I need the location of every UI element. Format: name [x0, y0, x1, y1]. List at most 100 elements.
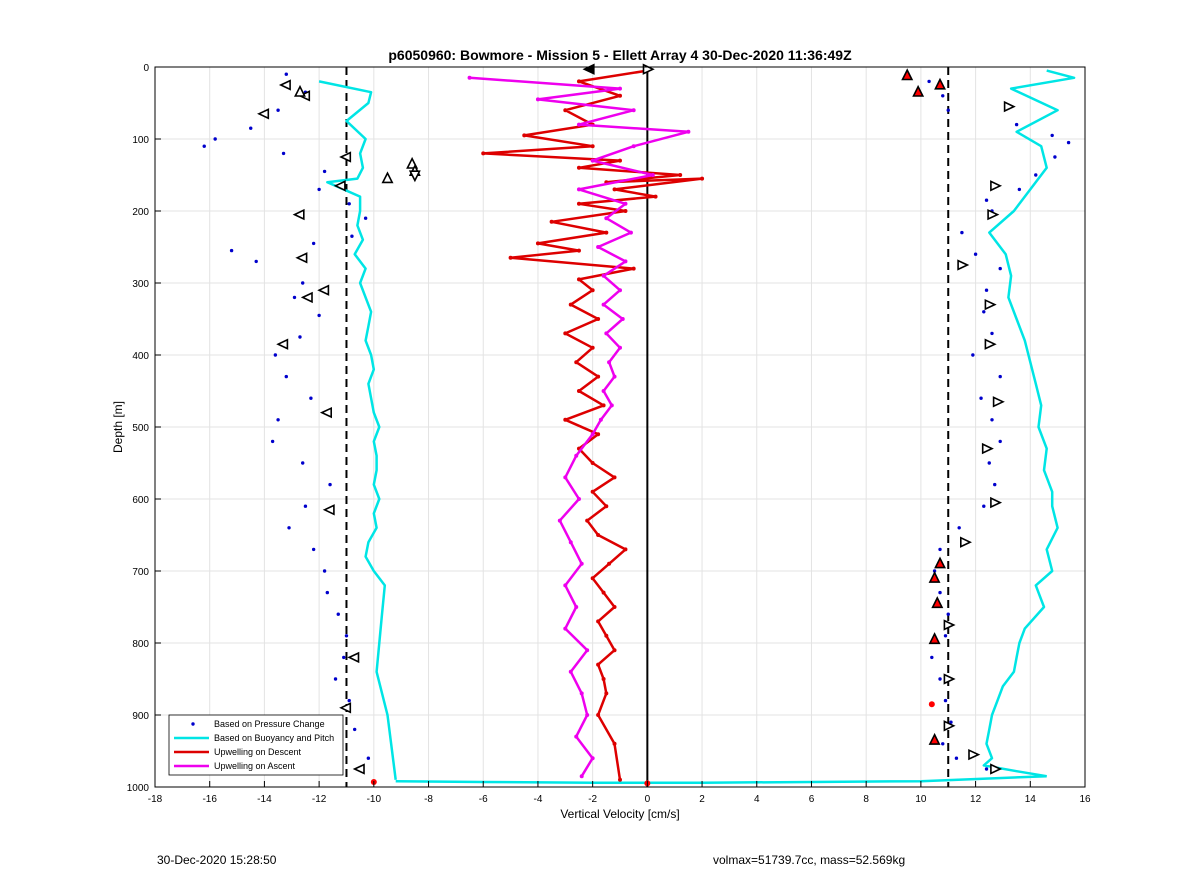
series-point	[563, 583, 568, 588]
pressure-point	[938, 547, 942, 552]
axis-ticks: -18 -16 -14 -12 -10 -8 -6 -4 -2 0 2 4 6 8 10 12 14 16 0 100…	[127, 63, 1091, 805]
pressure-point	[322, 169, 327, 174]
series-point	[590, 489, 595, 494]
series-point	[596, 533, 601, 537]
series-point	[563, 626, 568, 631]
series-point	[568, 302, 573, 307]
marker-triangle-right	[981, 442, 994, 455]
marker-triangle-left	[278, 79, 291, 91]
series-point	[601, 302, 606, 307]
series-point	[623, 547, 628, 552]
y-tick-label: 100	[132, 135, 149, 146]
pressure-point	[311, 547, 316, 552]
pressure-point	[303, 504, 308, 508]
marker-triangle-left	[292, 208, 305, 221]
pressure-point	[284, 72, 288, 76]
pressure-point	[941, 94, 945, 98]
series-point	[522, 133, 527, 138]
series-point	[618, 86, 622, 91]
marker-triangle-up	[381, 171, 394, 184]
marker-triangle-up	[934, 77, 947, 90]
x-tick-label: -12	[312, 794, 327, 805]
pressure-point	[333, 677, 338, 681]
pressure-point	[949, 720, 953, 724]
pressure-point	[301, 281, 305, 285]
pressure-point	[309, 396, 313, 400]
pressure-point	[287, 526, 291, 530]
marker-triangle-right	[992, 396, 1005, 408]
series-point	[620, 317, 625, 321]
marker-circle	[928, 701, 935, 708]
marker-triangle-right	[987, 208, 1000, 221]
legend-swatch	[191, 722, 195, 726]
pressure-point	[350, 234, 354, 238]
x-tick-label: 12	[970, 794, 982, 805]
pressure-point	[998, 374, 1002, 379]
x-tick-label: 2	[699, 794, 705, 805]
series-point	[590, 345, 595, 350]
series-point	[618, 93, 622, 98]
series-point	[576, 79, 581, 84]
pressure-point	[344, 634, 349, 638]
pressure-point	[998, 266, 1002, 271]
series-point	[604, 230, 609, 235]
x-tick-label: -16	[202, 794, 217, 805]
marker-triangle-up	[928, 632, 941, 645]
series-point	[576, 389, 581, 393]
pressure-point	[927, 79, 931, 84]
x-tick-label: 8	[863, 794, 869, 805]
series-point	[607, 561, 612, 566]
legend-label: Upwelling on Ascent	[214, 761, 296, 771]
marker-triangle-right	[990, 180, 1003, 192]
series-point	[601, 403, 606, 408]
pressure-point	[990, 418, 994, 422]
pressure-point	[1066, 140, 1071, 145]
x-tick-label: -10	[367, 794, 382, 805]
pressure-point	[979, 396, 983, 400]
pressure-point	[982, 504, 986, 508]
marker-triangle-up	[931, 596, 944, 609]
x-tick-label: 16	[1079, 794, 1091, 805]
pressure-point	[984, 767, 989, 771]
series-point	[535, 241, 540, 246]
x-tick-label: 6	[809, 794, 815, 805]
series-point	[568, 669, 573, 674]
series-point	[612, 187, 617, 192]
series-point	[508, 255, 513, 260]
x-tick-label: 14	[1025, 794, 1037, 805]
pressure-point	[938, 590, 942, 595]
series-point	[557, 518, 562, 523]
x-tick-label: -8	[424, 794, 433, 805]
series-point	[563, 475, 568, 480]
marker-triangle-left	[295, 252, 308, 264]
marker-triangle-up	[928, 570, 941, 583]
series-point	[618, 777, 622, 782]
pressure-point	[943, 634, 948, 638]
series-point	[609, 403, 614, 408]
pressure-point	[276, 418, 280, 422]
marker-layer	[257, 63, 1016, 787]
series-point	[653, 194, 658, 199]
pressure-point	[946, 108, 950, 112]
pressure-point	[347, 202, 351, 206]
marker-triangle-right	[984, 298, 997, 311]
y-tick-label: 700	[132, 567, 149, 578]
series-point	[596, 317, 601, 321]
marker-triangle-left	[317, 284, 330, 296]
marker-triangle-left	[582, 63, 595, 75]
series-point	[623, 201, 628, 206]
marker-triangle-left	[276, 338, 289, 350]
pressure-point	[270, 439, 275, 444]
series-point	[590, 461, 595, 465]
series-line	[982, 69, 1076, 778]
x-tick-label: -2	[588, 794, 597, 805]
legend: Based on Pressure Change Based on Buoyanc…	[168, 714, 344, 776]
series-point	[628, 230, 633, 235]
pressure-point	[325, 590, 330, 595]
pressure-point	[352, 727, 357, 732]
marker-triangle-right	[943, 619, 956, 631]
series-point	[568, 540, 573, 545]
series-point	[579, 691, 584, 696]
pressure-point	[322, 569, 327, 573]
series-point	[604, 331, 609, 336]
